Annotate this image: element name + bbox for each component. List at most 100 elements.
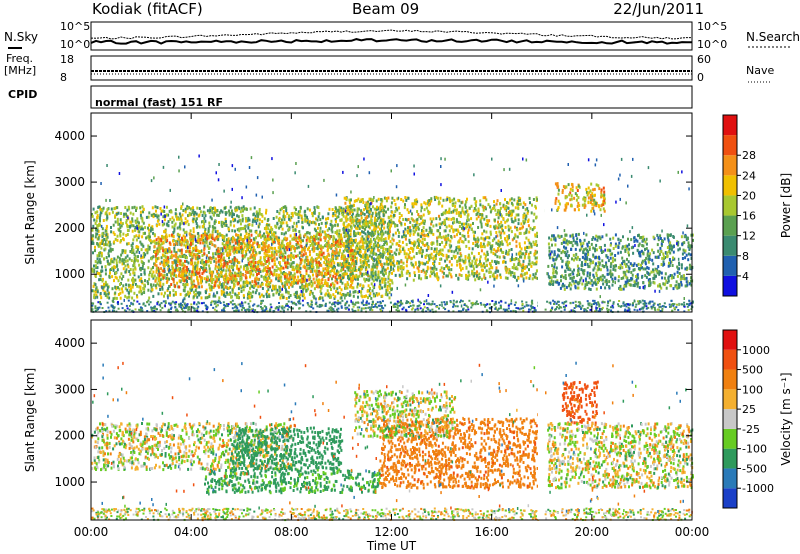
echo-cells-power	[91, 154, 694, 314]
echo-cell	[307, 283, 310, 287]
echo-cell	[141, 243, 144, 247]
echo-cell	[102, 206, 105, 210]
echo-cell	[245, 268, 248, 272]
echo-cell	[198, 271, 201, 275]
echo-cell	[284, 205, 287, 209]
echo-cell	[203, 277, 206, 281]
echo-cell	[193, 307, 196, 310]
echo-cell	[190, 239, 193, 242]
echo-cell	[126, 242, 129, 246]
echo-cell	[486, 243, 489, 247]
echo-cell	[153, 307, 156, 310]
echo-cell	[147, 244, 150, 248]
echo-cell	[121, 259, 124, 263]
echo-cell	[394, 302, 397, 305]
echo-cell	[199, 210, 202, 214]
echo-cell	[389, 301, 392, 304]
echo-cell	[351, 212, 354, 216]
echo-cell	[214, 220, 217, 224]
echo-cell	[477, 207, 480, 211]
echo-cell	[381, 269, 384, 273]
echo-cell	[371, 309, 374, 312]
echo-cell	[403, 206, 406, 210]
echo-cell	[417, 305, 420, 307]
echo-cell	[151, 240, 154, 244]
echo-cell	[262, 299, 264, 302]
echo-cell	[262, 294, 265, 298]
echo-cell	[637, 302, 640, 305]
echo-cell	[514, 225, 516, 229]
echo-cell	[111, 304, 114, 307]
echo-cell	[287, 256, 290, 260]
echo-cell	[236, 228, 239, 232]
echo-cell	[109, 262, 112, 266]
echo-cell	[179, 304, 182, 307]
echo-cell	[241, 254, 244, 258]
echo-cell	[293, 221, 296, 225]
echo-cell	[297, 266, 300, 270]
echo-cell	[303, 249, 306, 253]
echo-cell	[467, 308, 470, 311]
echo-cell	[357, 224, 359, 228]
echo-cell	[153, 239, 156, 243]
echo-cell	[138, 221, 140, 225]
echo-cell	[424, 262, 427, 266]
echo-cell	[216, 275, 219, 279]
echo-cell	[334, 218, 337, 222]
echo-cell	[561, 301, 564, 304]
echo-cell	[428, 302, 431, 305]
echo-cell	[390, 288, 393, 292]
echo-cell	[601, 300, 604, 303]
echo-cell	[391, 237, 394, 241]
echo-cell	[160, 256, 163, 260]
echo-cell	[317, 215, 320, 219]
echo-cell	[104, 268, 107, 272]
echo-cell	[357, 301, 359, 304]
echo-cell	[105, 218, 108, 222]
echo-cell	[207, 229, 210, 233]
echo-cell	[194, 211, 197, 215]
echo-cell	[320, 244, 322, 248]
echo-cell	[223, 293, 225, 297]
echo-cell	[319, 218, 322, 221]
echo-cell	[97, 260, 100, 264]
echo-cell	[390, 245, 392, 249]
echo-cell	[268, 272, 271, 276]
echo-cell	[387, 280, 390, 284]
echo-cell	[423, 303, 425, 306]
echo-cell	[386, 293, 389, 297]
echo-cell	[527, 304, 530, 307]
echo-cell	[197, 254, 200, 258]
echo-cell	[96, 271, 99, 275]
echo-cell	[623, 310, 626, 313]
echo-cell	[174, 239, 177, 243]
echo-cell	[248, 218, 251, 222]
echo-cell	[164, 300, 167, 303]
echo-cell	[326, 234, 329, 238]
echo-cell	[281, 242, 284, 246]
echo-cell	[224, 274, 226, 278]
echo-cell	[110, 207, 113, 211]
echo-cell	[228, 239, 231, 243]
echo-cell	[323, 274, 326, 278]
echo-cell	[593, 299, 596, 302]
echo-cell	[117, 222, 120, 226]
echo-cell	[612, 301, 615, 304]
echo-cell	[319, 238, 322, 242]
echo-cell	[347, 293, 350, 297]
echo-cell	[163, 222, 166, 226]
echo-cell	[279, 225, 282, 229]
echo-cell	[283, 248, 286, 252]
echo-cell	[341, 262, 343, 266]
echo-cell	[385, 262, 388, 266]
echo-cell	[627, 303, 629, 306]
echo-cell	[405, 309, 408, 312]
echo-cell	[95, 227, 97, 231]
echo-cell	[112, 297, 115, 301]
echo-cell	[103, 284, 106, 288]
echo-cell	[308, 223, 311, 227]
echo-cell	[267, 258, 270, 262]
echo-cell	[365, 303, 367, 306]
echo-cell	[106, 208, 109, 212]
echo-cell	[285, 209, 288, 213]
